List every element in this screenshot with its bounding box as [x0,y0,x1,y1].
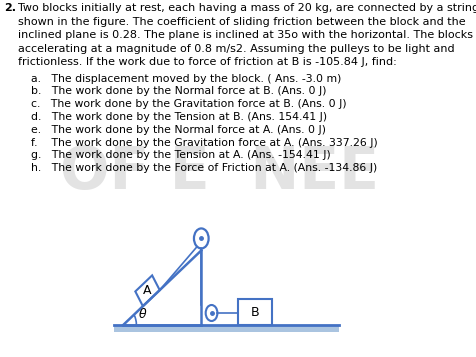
Text: c.   The work done by the Gravitation force at B. (Ans. 0 J): c. The work done by the Gravitation forc… [31,99,347,109]
Text: f.    The work done by the Gravitation force at A. (Ans. 337.26 J): f. The work done by the Gravitation forc… [31,137,377,147]
Text: B: B [250,306,259,318]
Text: A: A [143,284,152,297]
Text: inclined plane is 0.28. The plane is inclined at 35o with the horizontal. The bl: inclined plane is 0.28. The plane is inc… [18,30,476,40]
Text: accelerating at a magnitude of 0.8 m/s2. Assuming the pulleys to be light and: accelerating at a magnitude of 0.8 m/s2.… [18,44,454,54]
Text: b.   The work done by the Normal force at B. (Ans. 0 J): b. The work done by the Normal force at … [31,86,327,96]
Text: g.   The work done by the Tension at A. (Ans. -154.41 J): g. The work done by the Tension at A. (A… [31,150,330,160]
Text: Two blocks initially at rest, each having a mass of 20 kg, are connected by a st: Two blocks initially at rest, each havin… [18,3,476,13]
Text: OF E  NEE: OF E NEE [60,144,379,201]
FancyBboxPatch shape [114,325,339,332]
Text: a.   The displacement moved by the block. ( Ans. -3.0 m): a. The displacement moved by the block. … [31,74,341,84]
Text: e.   The work done by the Normal force at A. (Ans. 0 J): e. The work done by the Normal force at … [31,125,326,135]
FancyBboxPatch shape [238,299,272,325]
Text: frictionless. If the work due to force of friction at B is -105.84 J, find:: frictionless. If the work due to force o… [18,57,397,67]
Polygon shape [135,275,160,306]
Text: d.   The work done by the Tension at B. (Ans. 154.41 J): d. The work done by the Tension at B. (A… [31,112,327,122]
Text: $\theta$: $\theta$ [138,307,147,321]
Text: 2.: 2. [4,3,16,13]
Text: shown in the figure. The coefficient of sliding friction between the block and t: shown in the figure. The coefficient of … [18,16,465,26]
Text: h.   The work done by the Force of Friction at A. (Ans. -134.86 J): h. The work done by the Force of Frictio… [31,163,377,173]
